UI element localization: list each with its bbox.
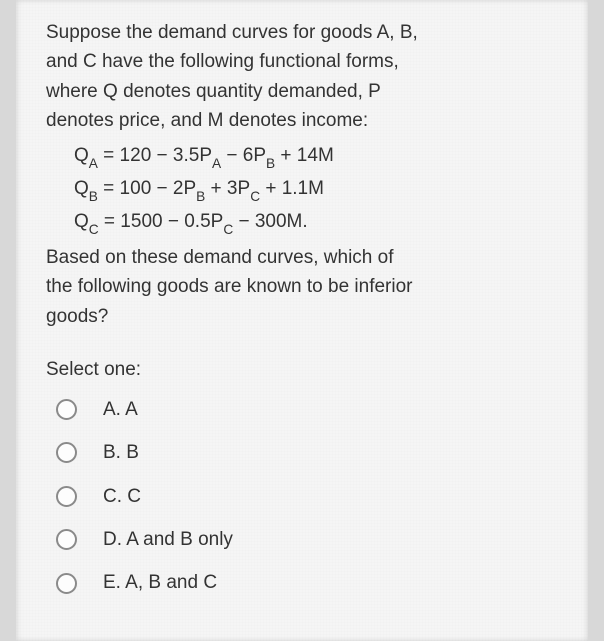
prompt-line: Based on these demand curves, which of (46, 247, 393, 268)
eq-text: + 1.1M (260, 178, 324, 199)
eq-sub: A (212, 156, 221, 171)
option-label: A. A (103, 395, 138, 424)
option-label: C. C (103, 482, 141, 511)
option-label: B. B (103, 438, 139, 467)
option-label: D. A and B only (103, 525, 233, 554)
intro-line: Suppose the demand curves for goods A, B… (46, 22, 418, 43)
prompt-line: goods? (46, 306, 108, 327)
eq-text: − 300M. (233, 211, 307, 232)
eq-text: + 14M (275, 145, 334, 166)
eq-sub: A (89, 156, 98, 171)
equation-qb: QB = 100 − 2PB + 3PC + 1.1M (74, 173, 558, 206)
eq-text: = 120 − 3.5P (98, 145, 212, 166)
equation-qc: QC = 1500 − 0.5PC − 300M. (74, 206, 558, 239)
eq-text: − 6P (221, 145, 266, 166)
option-a[interactable]: A. A (56, 395, 558, 424)
intro-line: and C have the following functional form… (46, 51, 399, 72)
select-one-label: Select one: (46, 355, 558, 384)
question-card: Suppose the demand curves for goods A, B… (16, 0, 588, 641)
eq-text: = 1500 − 0.5P (99, 211, 224, 232)
eq-sub: C (89, 222, 99, 237)
intro-line: where Q denotes quantity demanded, P (46, 81, 381, 102)
prompt-line: the following goods are known to be infe… (46, 276, 413, 297)
eq-text: = 100 − 2P (98, 178, 196, 199)
eq-var: Q (74, 145, 89, 166)
radio-icon[interactable] (56, 399, 77, 420)
eq-sub: C (250, 189, 260, 204)
radio-icon[interactable] (56, 442, 77, 463)
question-intro: Suppose the demand curves for goods A, B… (46, 18, 558, 136)
option-d[interactable]: D. A and B only (56, 525, 558, 554)
eq-sub: B (196, 189, 205, 204)
equation-qa: QA = 120 − 3.5PA − 6PB + 14M (74, 140, 558, 173)
eq-var: Q (74, 178, 89, 199)
option-label: E. A, B and C (103, 568, 217, 597)
intro-line: denotes price, and M denotes income: (46, 110, 368, 131)
option-c[interactable]: C. C (56, 482, 558, 511)
option-e[interactable]: E. A, B and C (56, 568, 558, 597)
eq-sub: B (89, 189, 98, 204)
equations-block: QA = 120 − 3.5PA − 6PB + 14M QB = 100 − … (46, 140, 558, 239)
question-prompt: Based on these demand curves, which of t… (46, 243, 558, 331)
eq-text: + 3P (205, 178, 250, 199)
radio-icon[interactable] (56, 573, 77, 594)
options-list: A. A B. B C. C D. A and B only E. A, B a… (46, 395, 558, 598)
radio-icon[interactable] (56, 529, 77, 550)
radio-icon[interactable] (56, 486, 77, 507)
eq-sub: B (266, 156, 275, 171)
eq-sub: C (223, 222, 233, 237)
eq-var: Q (74, 211, 89, 232)
option-b[interactable]: B. B (56, 438, 558, 467)
